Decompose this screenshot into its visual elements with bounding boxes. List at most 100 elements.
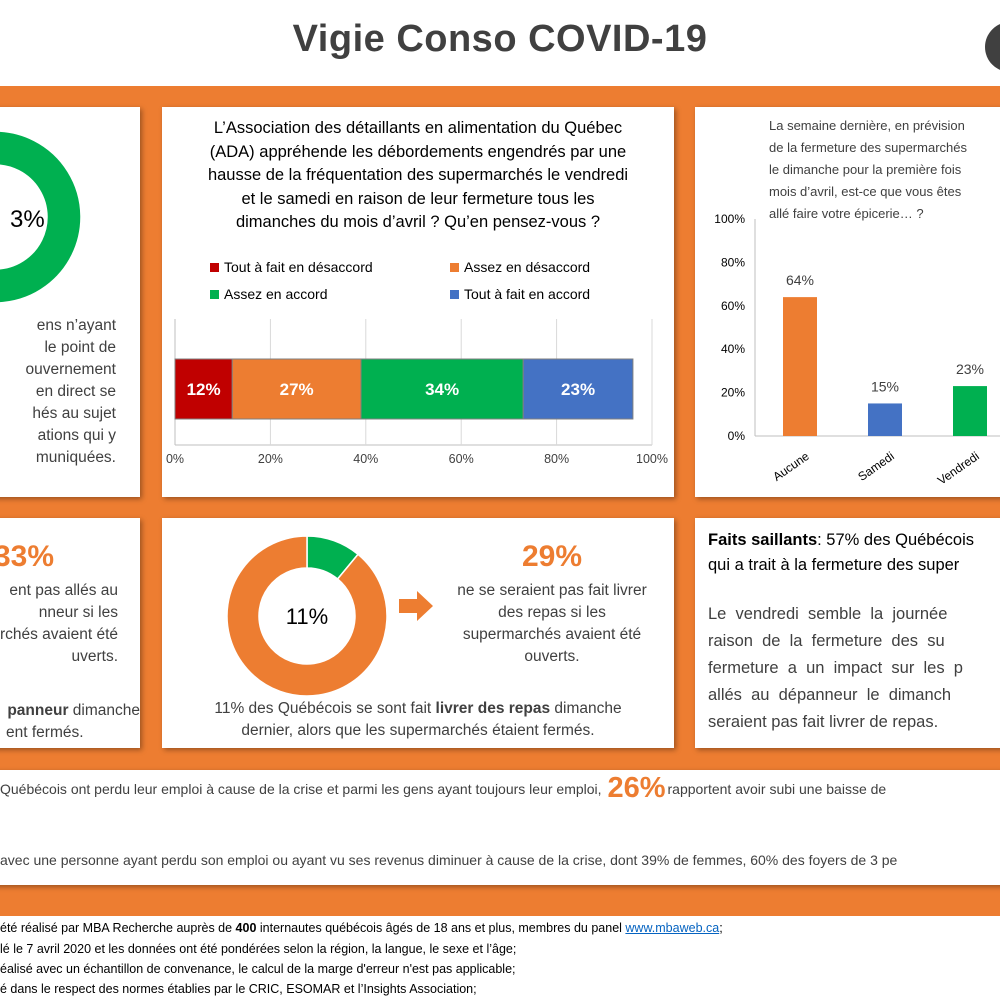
card1-text-line: ations qui y <box>37 427 116 444</box>
vbar-data-label: 64% <box>786 272 814 288</box>
shopping-question-line: le dimanche pour la première fois <box>769 162 962 177</box>
vertical-bar-chart: 0% 20% 40% 60% 80% 100% 64% Aucune 15% Samedi 23% V… <box>714 212 1000 488</box>
stack-data-label: 27% <box>280 380 314 399</box>
card1-text-line: ouvernement <box>25 361 116 378</box>
stack-data-label: 23% <box>561 380 595 399</box>
highlights-line: Le vendredi semble la journée <box>708 605 948 623</box>
legend-label: Tout à fait en désaccord <box>224 259 373 275</box>
delivery-side-line: des repas si les <box>498 604 606 621</box>
arrow-right-icon <box>399 591 433 621</box>
stack-tick-label: 100% <box>636 452 668 466</box>
donut-delivery-label: 11% <box>286 604 328 629</box>
card-highlights: Faits saillants: 57% des Québécois qui a… <box>695 518 1000 748</box>
stack-bar-segment <box>360 358 524 420</box>
legend-swatch <box>210 290 219 299</box>
card1-text-line: en direct se <box>35 383 116 400</box>
vbar-bar <box>953 386 987 436</box>
donut-chart-delivery: 11% <box>226 535 388 697</box>
vbar-category-label: Samedi <box>855 449 896 484</box>
card1-text: ens n’ayant le point de ouvernement en dire… <box>26 315 116 469</box>
footer-line4: é dans le respect des normes établies pa… <box>0 982 477 996</box>
ada-question-line: et le samedi en raison de leur fermeture… <box>241 189 595 208</box>
donut-left-slice-0 <box>0 130 82 304</box>
vbar-tick-label: 0% <box>728 429 746 443</box>
vbar-tick-label: 20% <box>721 386 745 400</box>
card4-text: ent pas allés au nneur si les rchés avaien… <box>0 580 118 668</box>
legend-swatch <box>450 263 459 272</box>
delivery-bottom-text: 11% des Québécois se sont fait livrer de… <box>214 700 622 739</box>
stacked-bar-chart: Tout à fait en désaccord Assez en désacco… <box>166 259 668 466</box>
employment-pct: 26% <box>607 772 666 804</box>
donut-left-label: 3% <box>10 206 45 233</box>
stack-data-label: 34% <box>425 380 459 399</box>
ada-question: L’Association des détaillants en aliment… <box>162 117 674 235</box>
card4-text-line: rchés avaient été <box>0 626 118 643</box>
vbar-data-label: 23% <box>956 361 984 377</box>
shopping-question-line: mois d’avril, est-ce que vous êtes <box>769 184 962 199</box>
vbar-category-label: Vendredi <box>935 449 982 488</box>
shopping-question-line: allé faire votre épicerie… ? <box>769 206 924 221</box>
card-delivery: 11% 29% ne se seraient pas fait livrer de… <box>162 518 674 748</box>
delivery-side-line: ouverts. <box>524 648 580 665</box>
card4-rest: dimanche <box>68 702 140 719</box>
vbar-data-label: 15% <box>871 378 899 394</box>
ada-question-line: dimanches du mois d’avril ? Qu’en pensez… <box>235 213 601 231</box>
card1-text-line: muniquées. <box>35 449 116 466</box>
card4-bold: panneur <box>7 702 69 719</box>
card-employment: Québécois ont perdu leur emploi à cause … <box>0 770 1000 885</box>
card4-line-bold: panneur dimanche <box>0 700 140 722</box>
footer-line1: été réalisé par MBA Recherche auprès de … <box>0 921 723 935</box>
delivery-bold: livrer des repas <box>435 700 551 717</box>
card4-text-line: nneur si les <box>38 604 118 621</box>
page-title: Vigie Conso COVID-19 <box>292 18 708 60</box>
mbaweb-link[interactable]: www.mbaweb.ca <box>625 921 720 935</box>
delivery-side-line: supermarchés avaient été <box>462 626 642 643</box>
shopping-question: La semaine dernière, en prévision de la f… <box>769 115 967 225</box>
donut-chart-left: 3% <box>0 130 82 304</box>
brand-logo <box>985 22 1000 72</box>
employment-line2: avec une personne ayant perdu son emploi… <box>0 852 898 868</box>
stack-tick-label: 0% <box>166 452 184 466</box>
vbar-tick-label: 60% <box>721 299 745 313</box>
card-ada-question: L’Association des détaillants en aliment… <box>162 107 674 497</box>
highlights-line: seraient pas fait livrer de repas. <box>708 713 939 731</box>
legend-label: Tout à fait en accord <box>464 286 590 302</box>
highlights-line: raison de la fermeture des su <box>708 632 945 650</box>
card4-line2: ent fermés. <box>6 724 84 741</box>
footer-line3: éalisé avec un échantillon de convenance… <box>0 962 516 976</box>
legend-swatch <box>210 263 219 272</box>
card1-text-line: le point de <box>44 339 116 356</box>
highlights-line: fermeture a un impact sur les p <box>708 659 963 677</box>
depanneur-pct: 33% <box>0 540 55 573</box>
highlights-line: allés au dépanneur le dimanch <box>708 686 952 704</box>
stack-tick-label: 40% <box>353 452 378 466</box>
ada-question-line: L’Association des détaillants en aliment… <box>213 119 623 137</box>
legend-swatch <box>450 290 459 299</box>
highlights-paragraph: Le vendredi semble la journée raison de l… <box>708 601 963 736</box>
vbar-bar <box>868 403 902 436</box>
stack-tick-label: 20% <box>258 452 283 466</box>
card1-text-line: hés au sujet <box>32 405 116 422</box>
delivery-side-text: ne se seraient pas fait livrer des repas … <box>437 580 667 668</box>
shopping-question-line: de la fermeture des supermarchés <box>769 140 967 155</box>
delivery-side-line: ne se seraient pas fait livrer <box>457 582 647 599</box>
card4-text-line: ent pas allés au <box>9 582 118 599</box>
vbar-tick-label: 40% <box>721 342 745 356</box>
vbar-bar <box>783 297 817 436</box>
employment-line1: Québécois ont perdu leur emploi à cause … <box>0 772 887 804</box>
stack-tick-label: 60% <box>449 452 474 466</box>
card-shopping-day: La semaine dernière, en prévision de la f… <box>695 107 1000 497</box>
card4-text-line: uverts. <box>71 648 118 665</box>
stack-bar-segment <box>522 358 634 420</box>
footer-line2: lé le 7 avril 2020 et les données ont ét… <box>0 942 517 956</box>
highlights-lead: Faits saillants: 57% des Québécois qui a… <box>708 531 974 574</box>
legend-label: Assez en désaccord <box>464 259 590 275</box>
card-depanneur: 33% ent pas allés au nneur si les rchés av… <box>0 518 140 748</box>
stack-tick-label: 80% <box>544 452 569 466</box>
vbar-tick-label: 80% <box>721 255 745 269</box>
stack-data-label: 12% <box>187 380 221 399</box>
vbar-category-label: Aucune <box>770 449 812 484</box>
ada-question-line: (ADA) appréhende les débordements engend… <box>209 142 627 161</box>
vbar-tick-label: 100% <box>714 212 745 226</box>
donut-delivery-slice-1 <box>226 535 388 697</box>
